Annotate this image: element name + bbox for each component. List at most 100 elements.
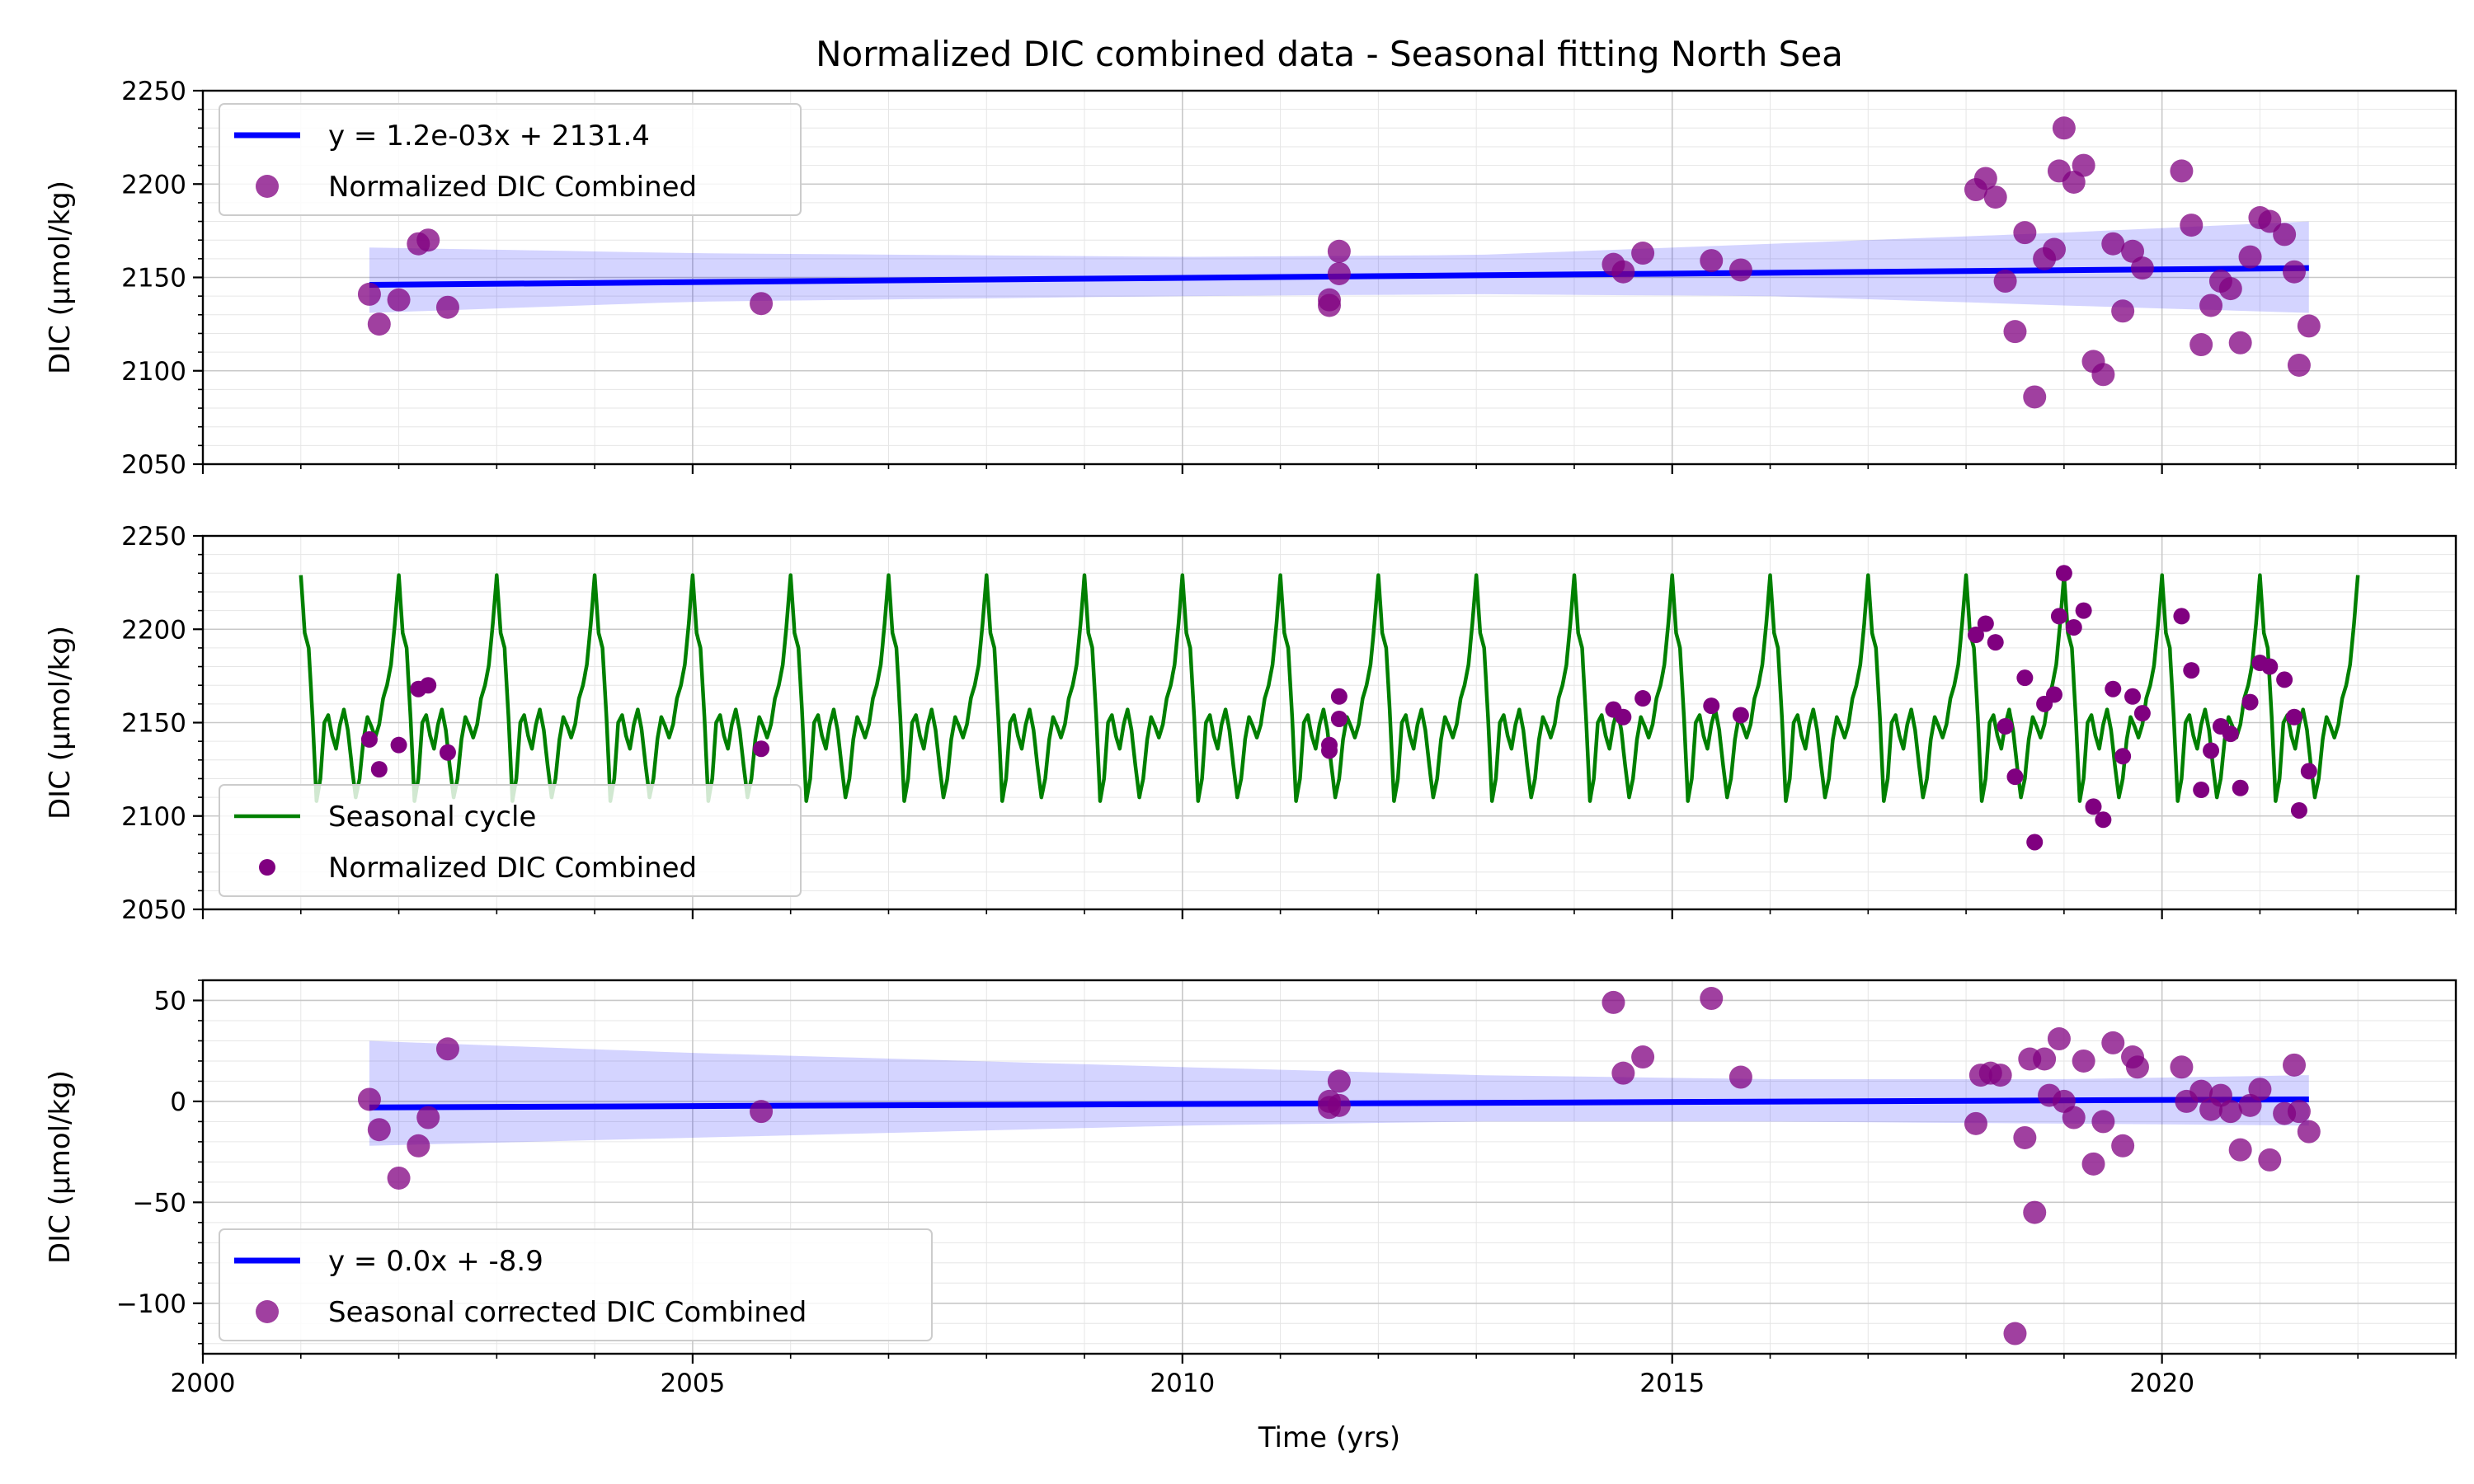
data-point [2013, 221, 2037, 245]
data-point [2026, 834, 2044, 851]
axes-frame [201, 979, 2458, 1355]
data-point [367, 312, 391, 336]
data-point [1327, 261, 1351, 285]
data-point [2286, 708, 2303, 726]
data-point [2111, 1134, 2135, 1158]
data-point [420, 677, 437, 694]
data-point [2062, 170, 2086, 194]
data-point [2261, 658, 2279, 675]
data-point [1964, 1111, 1987, 1135]
panel-top: 2050 2100 2150 2200 2250 DIC (µmol/kg) y = 1.2… [44, 77, 2458, 480]
data-point [2075, 602, 2092, 619]
data-point [2033, 1047, 2057, 1071]
data-point [2023, 1200, 2047, 1224]
data-point [2114, 748, 2132, 765]
data-point [390, 736, 407, 754]
y-axis-label: DIC (µmol/kg) [44, 181, 77, 374]
data-point [1703, 697, 1720, 715]
y-tick-label: 50 [154, 986, 186, 1016]
legend: y = 0.0x + -8.9 Seasonal corrected DIC Co… [219, 1228, 933, 1341]
y-tick-label: 2100 [121, 802, 186, 832]
legend-marker [256, 1300, 279, 1323]
data-point [2258, 1148, 2282, 1172]
data-point [2081, 1152, 2105, 1176]
data-point [750, 1100, 774, 1124]
data-point [2228, 1138, 2252, 1162]
data-point [357, 282, 381, 306]
data-point [1631, 242, 1655, 265]
data-point [2170, 159, 2194, 183]
data-point [2297, 314, 2321, 338]
data-point [1327, 1093, 1351, 1117]
data-point [357, 1087, 381, 1111]
data-point [2193, 782, 2210, 799]
data-point [1967, 627, 1984, 644]
data-point [2101, 1031, 2125, 1054]
data-point [2283, 1053, 2307, 1077]
panel-bottom: −100 −50 0 50 2000 2005 2010 2015 2020 DIC (µmol/… [44, 979, 2458, 1398]
data-point [2199, 294, 2223, 317]
data-point [1987, 634, 2004, 651]
data-point [435, 1037, 459, 1061]
data-point [2238, 245, 2262, 269]
y-tick-label: 0 [170, 1087, 186, 1117]
data-point [2047, 1027, 2071, 1051]
data-point [2218, 1100, 2242, 1124]
x-tick-label: 2010 [1150, 1369, 1215, 1398]
y-axis-label: DIC (µmol/kg) [44, 626, 77, 819]
data-point [1700, 987, 1724, 1011]
y-tick-label: −100 [116, 1289, 186, 1319]
data-point [2042, 237, 2066, 261]
data-point [2052, 116, 2076, 140]
data-point [360, 730, 378, 748]
data-point [2095, 811, 2112, 829]
y-axis-label: DIC (µmol/kg) [44, 1070, 77, 1264]
data-point [1729, 1065, 1752, 1089]
data-point [2218, 277, 2242, 301]
data-point [370, 761, 388, 778]
data-point [1993, 270, 2017, 294]
data-point [2228, 331, 2252, 355]
y-tick-label: 2250 [121, 522, 186, 552]
data-point [2170, 1055, 2194, 1079]
data-point [1602, 990, 1625, 1014]
data-point [439, 744, 456, 761]
data-point [1997, 718, 2014, 735]
legend: y = 1.2e-03x + 2131.4 Normalized DIC Comb… [219, 103, 802, 216]
data-point [2248, 1078, 2272, 1101]
x-tick-label: 2000 [171, 1369, 236, 1398]
data-point [2189, 1079, 2213, 1103]
data-point [2091, 363, 2115, 387]
data-point [1318, 294, 1341, 317]
data-point [2283, 260, 2307, 284]
data-point [1977, 615, 1994, 632]
data-point [1983, 186, 2007, 209]
confidence-band [369, 1040, 2309, 1146]
data-point [1330, 688, 1348, 705]
data-point [2016, 669, 2034, 687]
data-point [2183, 662, 2200, 679]
data-point [2055, 565, 2072, 582]
data-point [2133, 705, 2151, 722]
data-point [1615, 708, 1632, 726]
y-tick-label: 2250 [121, 77, 186, 106]
chart-title: Normalized DIC combined data - Seasonal … [816, 34, 1843, 74]
data-point [2023, 385, 2047, 409]
data-point [2287, 1100, 2311, 1124]
data-point [2276, 671, 2293, 688]
data-point [1611, 1061, 1635, 1085]
data-point [2203, 742, 2220, 759]
data-point [2062, 1106, 2086, 1129]
y-tick-label: 2100 [121, 357, 186, 387]
data-point [2121, 239, 2145, 263]
data-point [2013, 1125, 2037, 1149]
data-point [2072, 1049, 2095, 1073]
data-point [1321, 742, 1338, 759]
y-tick-label: −50 [133, 1188, 186, 1218]
data-point [367, 1118, 391, 1142]
x-tick-label: 2005 [660, 1369, 725, 1398]
legend-label: Seasonal corrected DIC Combined [328, 1296, 807, 1329]
data-point [2241, 693, 2259, 711]
data-point [1700, 249, 1724, 273]
